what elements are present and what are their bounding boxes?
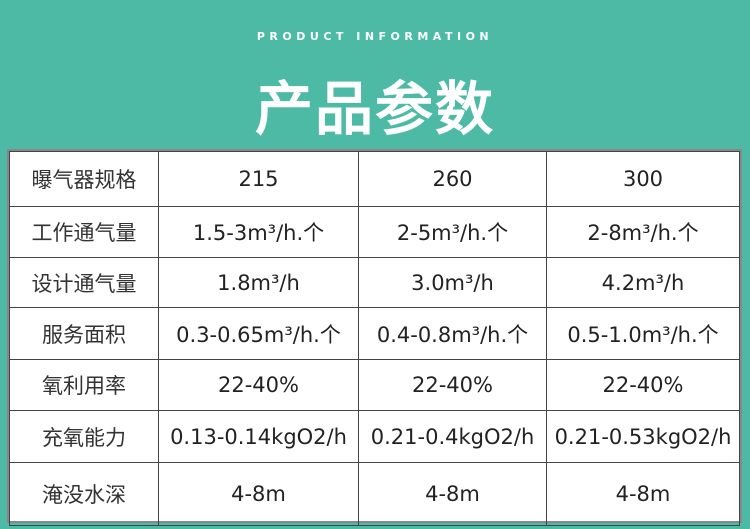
row-label: 氧利用率 [9, 359, 159, 411]
table-cell: 22-40% [358, 359, 547, 411]
table-row: 设计通气量 1.8m³/h 3.0m³/h 4.2m³/h [9, 257, 740, 308]
table-cell: 1.5-3m³/h.个 [158, 206, 359, 258]
table-cell: 0.4-0.8m³/h.个 [358, 307, 547, 360]
table-cell: 0.13-0.14kgO2/h [158, 410, 359, 463]
table-cell: 0.21-0.4kgO2/h [358, 410, 547, 463]
table-row: 工作通气量 1.5-3m³/h.个 2-5m³/h.个 2-8m³/h.个 [9, 206, 740, 258]
table-cell: 4-8m [358, 462, 547, 526]
table-cell: 3.0m³/h [358, 257, 547, 308]
table-cell: 260 [358, 151, 547, 207]
table-row: 曝气器规格 215 260 300 [9, 151, 740, 207]
table-cell: 4-8m [158, 462, 359, 526]
spec-table: 曝气器规格 215 260 300 工作通气量 1.5-3m³/h.个 2-5m³/h.个 2… [7, 149, 742, 526]
section-subtitle: PRODUCT INFORMATION [256, 30, 494, 43]
row-label: 服务面积 [9, 307, 159, 360]
row-label: 淹没水深 [9, 462, 159, 526]
table-cell: 4.2m³/h [546, 257, 740, 308]
table-cell: 2-8m³/h.个 [546, 206, 740, 258]
table-cell: 1.8m³/h [158, 257, 359, 308]
table-row: 淹没水深 4-8m 4-8m 4-8m [9, 462, 740, 526]
table-row: 充氧能力 0.13-0.14kgO2/h 0.21-0.4kgO2/h 0.21-0.… [9, 410, 740, 463]
table-row: 服务面积 0.3-0.65m³/h.个 0.4-0.8m³/h.个 0.5-1.0m³… [9, 307, 740, 360]
table-row: 氧利用率 22-40% 22-40% 22-40% [9, 359, 740, 411]
table-cell: 0.3-0.65m³/h.个 [158, 307, 359, 360]
table-cell: 300 [546, 151, 740, 207]
row-label: 充氧能力 [9, 410, 159, 463]
row-label: 设计通气量 [9, 257, 159, 308]
table-cell: 0.21-0.53kgO2/h [546, 410, 740, 463]
page-title: 产品参数 [254, 75, 495, 143]
table-cell: 0.5-1.0m³/h.个 [546, 307, 740, 360]
table-cell: 215 [158, 151, 359, 207]
row-label: 工作通气量 [9, 206, 159, 258]
table-cell: 2-5m³/h.个 [358, 206, 547, 258]
table-cell: 22-40% [158, 359, 359, 411]
table-cell: 4-8m [546, 462, 740, 526]
table-cell: 22-40% [546, 359, 740, 411]
row-label: 曝气器规格 [9, 151, 159, 207]
